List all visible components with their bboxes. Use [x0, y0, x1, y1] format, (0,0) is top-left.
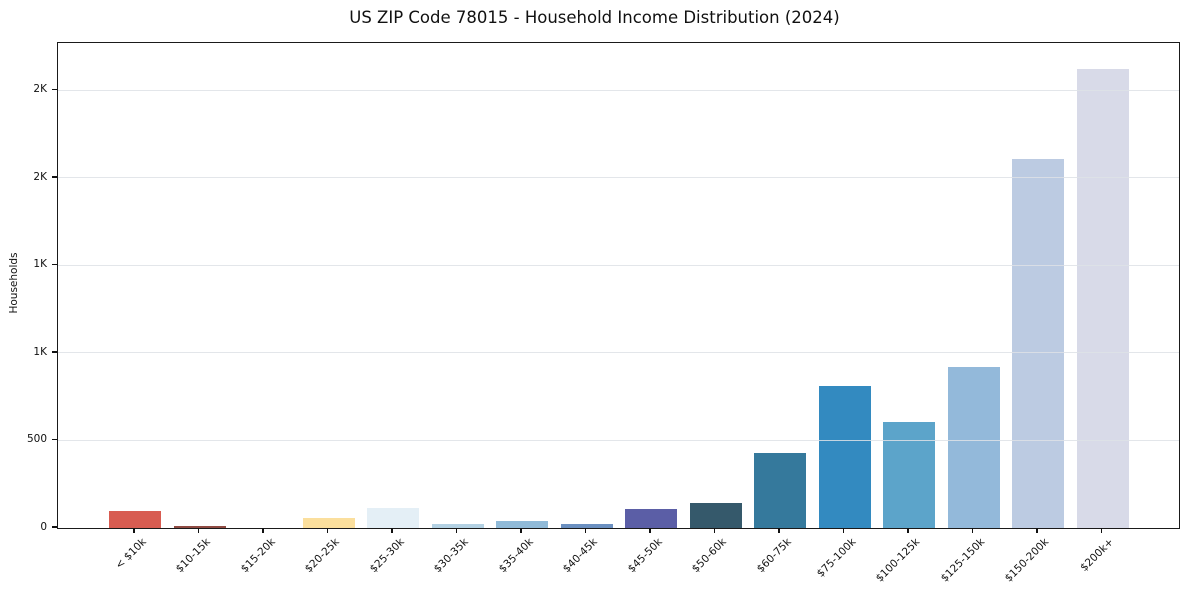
x-tick-mark — [455, 528, 458, 533]
x-tick-label-text: $20-25k — [302, 536, 342, 576]
bar-$125-150k — [947, 366, 1000, 528]
bar-$45-50k — [625, 508, 677, 528]
x-tick-mark — [842, 528, 845, 533]
bar-$30-35k — [431, 523, 484, 528]
y-tick-mark — [52, 438, 57, 441]
bar-$40-45k — [560, 523, 613, 528]
y-tick-label: 0 — [40, 521, 47, 533]
bar-$10-15k — [173, 526, 226, 528]
x-tick-label-text: < $10k — [112, 536, 149, 572]
x-tick-mark — [520, 528, 522, 533]
x-tick-mark — [262, 528, 264, 533]
x-tick-label-text: $60-75k — [754, 536, 794, 576]
x-tick-label-text: $40-45k — [560, 536, 600, 576]
x-tick-mark — [1100, 528, 1103, 533]
bar-$150-200k — [1012, 158, 1064, 528]
x-tick-mark — [649, 528, 651, 533]
y-tick-mark — [52, 176, 57, 178]
x-tick-label-text: $30-35k — [431, 536, 471, 576]
x-tick-label-text: $200k+ — [1078, 536, 1116, 574]
bar-$25-30k — [367, 507, 419, 528]
gridline — [58, 264, 1179, 266]
plot-area — [57, 42, 1180, 529]
y-tick-mark — [52, 88, 57, 91]
gridline — [58, 440, 1179, 441]
x-tick-mark — [907, 528, 909, 533]
x-tick-label-text: $100-125k — [873, 536, 923, 585]
y-tick-label: 2K — [33, 170, 47, 183]
x-tick-label-text: $50-60k — [689, 536, 729, 576]
y-tick-label: 1K — [33, 345, 47, 358]
bar-$100-125k — [883, 422, 935, 528]
y-tick-mark — [52, 351, 57, 353]
x-tick-label-text: $25-30k — [367, 536, 407, 576]
x-tick-mark — [971, 528, 974, 533]
y-axis-label: Households — [8, 252, 20, 314]
bar-< $10k — [109, 510, 161, 528]
y-tick-label: 1K — [33, 258, 47, 271]
x-tick-label-text: $150-200k — [1002, 536, 1052, 585]
y-tick-mark — [52, 263, 57, 266]
bar-$35-40k — [496, 521, 548, 528]
bar-$75-100k — [818, 386, 871, 528]
x-tick-mark — [326, 528, 329, 533]
bar-$60-75k — [754, 452, 806, 528]
y-tick-label: 500 — [26, 433, 47, 446]
chart-title: US ZIP Code 78015 - Household Income Dis… — [349, 8, 840, 27]
x-tick-mark — [197, 528, 200, 533]
x-tick-mark — [391, 528, 393, 533]
x-tick-label-text: $75-100k — [814, 536, 858, 580]
bar-$50-60k — [689, 502, 742, 528]
x-tick-label-text: $15-20k — [238, 536, 278, 576]
x-tick-label-text: $125-150k — [938, 536, 987, 585]
x-tick-label-text: $35-40k — [496, 536, 536, 576]
x-tick-mark — [1036, 528, 1038, 533]
gridline — [58, 352, 1179, 354]
y-tick-label: 2K — [33, 83, 47, 96]
bar-$200k+ — [1076, 69, 1129, 528]
gridline — [58, 89, 1179, 91]
x-tick-label-text: $45-50k — [625, 536, 665, 576]
x-tick-mark — [584, 528, 587, 533]
x-tick-label-text: $10-15k — [173, 536, 213, 576]
x-tick-mark — [713, 528, 716, 533]
gridline — [58, 177, 1179, 179]
x-tick-mark — [778, 528, 780, 533]
x-tick-mark — [133, 528, 135, 533]
bar-$20-25k — [302, 518, 355, 528]
y-tick-mark — [52, 526, 57, 528]
